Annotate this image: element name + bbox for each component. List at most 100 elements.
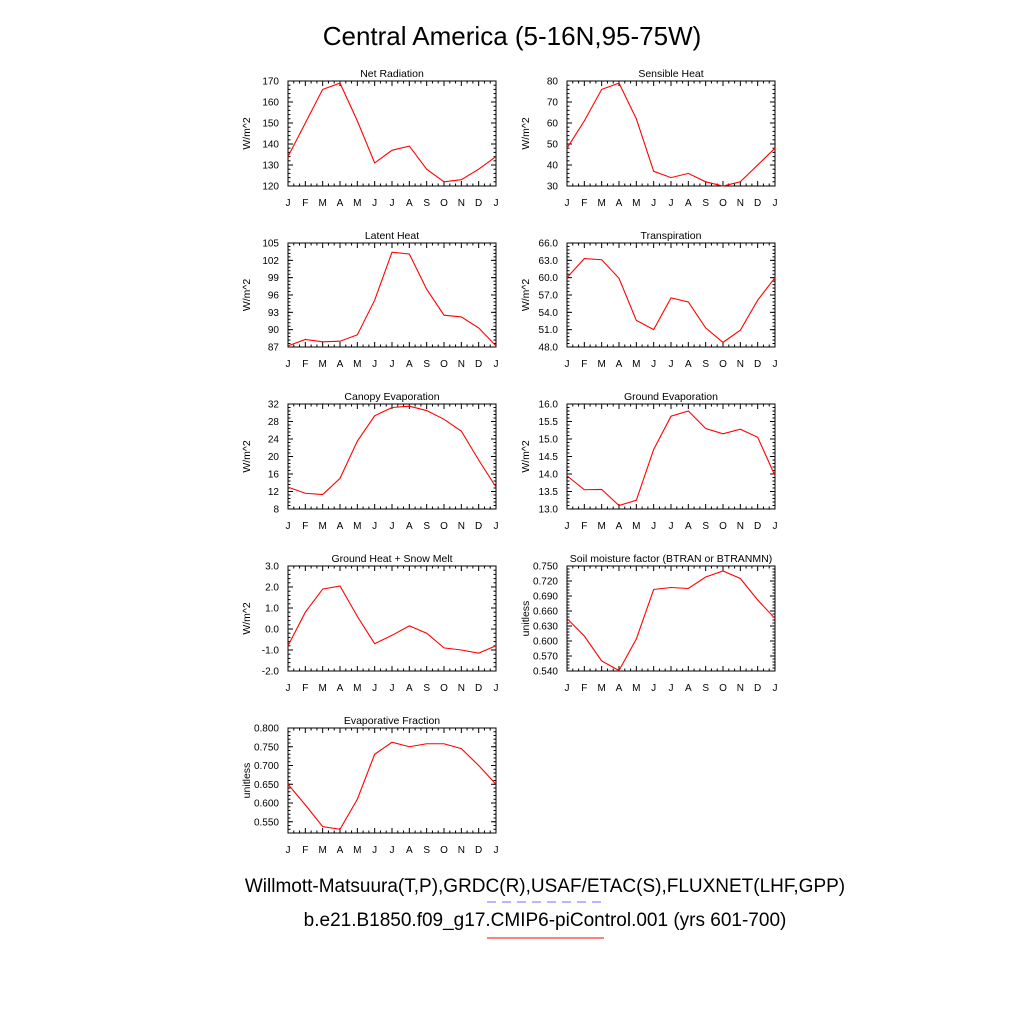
y-tick-label: 90 [268,325,280,336]
x-tick-label: N [458,198,465,209]
y-axis-label: W/m^2 [520,440,532,473]
x-tick-label: J [390,683,395,694]
y-tick-label: 105 [262,239,279,250]
x-tick-label: M [597,521,605,532]
x-tick-label: M [353,198,361,209]
y-tick-label: 0.570 [533,652,558,663]
x-tick-label: J [286,359,291,370]
series-line-model [566,258,776,344]
y-axis-label: W/m^2 [520,117,532,150]
x-tick-label: A [406,198,413,209]
x-tick-label: J [494,845,499,856]
x-tick-label: J [372,521,377,532]
x-tick-label: N [737,521,744,532]
x-tick-label: A [337,198,344,209]
y-tick-label: 87 [268,343,280,354]
x-tick-label: J [651,521,656,532]
y-axis-label: unitless [520,601,532,637]
x-tick-label: J [651,359,656,370]
x-tick-label: A [406,845,413,856]
x-tick-label: S [423,683,430,694]
x-tick-label: A [616,359,623,370]
x-tick-label: A [685,359,692,370]
y-tick-label: 93 [268,308,280,319]
x-tick-label: M [597,198,605,209]
plot-frame [287,403,497,510]
x-tick-label: J [390,845,395,856]
x-tick-label: M [632,198,640,209]
y-tick-label: 0.600 [254,799,279,810]
series-line-model [566,570,776,672]
y-tick-label: 20 [268,452,280,463]
y-axis-label: W/m^2 [520,279,532,312]
x-tick-label: J [494,521,499,532]
y-axis-label: W/m^2 [241,279,253,312]
y-tick-label: 57.0 [539,291,559,302]
x-tick-label: D [475,521,482,532]
x-tick-label: F [302,845,308,856]
x-tick-label: J [773,521,778,532]
y-tick-label: -1.0 [262,646,280,657]
y-tick-label: 14.0 [539,470,559,481]
series-line-model [287,741,497,830]
x-tick-label: M [632,683,640,694]
y-tick-label: 102 [262,256,279,267]
panel-title: Ground Evaporation [624,391,718,403]
x-tick-label: O [440,198,448,209]
panel-title: Canopy Evaporation [344,391,439,403]
x-tick-label: S [423,845,430,856]
x-tick-label: M [632,359,640,370]
y-tick-label: 130 [262,161,279,172]
y-tick-label: 80 [547,77,559,88]
x-tick-label: O [719,521,727,532]
x-tick-label: J [773,359,778,370]
x-tick-label: J [651,683,656,694]
x-tick-label: J [669,521,674,532]
y-tick-label: 63.0 [539,256,559,267]
y-tick-label: 24 [268,435,280,446]
y-tick-label: 15.5 [539,417,559,428]
x-tick-label: A [337,845,344,856]
x-tick-label: J [286,845,291,856]
x-tick-label: O [440,845,448,856]
x-tick-label: S [423,359,430,370]
x-tick-label: M [353,683,361,694]
y-tick-label: 60 [547,119,559,130]
x-tick-label: F [302,359,308,370]
x-tick-label: N [458,683,465,694]
x-tick-label: J [494,359,499,370]
x-tick-label: S [423,198,430,209]
x-tick-label: F [581,683,587,694]
x-tick-label: A [337,683,344,694]
x-tick-label: J [390,521,395,532]
x-tick-label: S [702,683,709,694]
x-tick-label: A [685,683,692,694]
y-tick-label: 0.660 [533,607,558,618]
y-tick-label: 0.690 [533,592,558,603]
x-tick-label: D [475,359,482,370]
y-tick-label: 0.0 [265,625,279,636]
x-tick-label: M [632,521,640,532]
x-tick-label: O [719,359,727,370]
y-axis-label: W/m^2 [241,440,253,473]
y-tick-label: 54.0 [539,308,559,319]
x-tick-label: J [565,521,570,532]
y-tick-label: 150 [262,119,279,130]
panel-title: Transpiration [641,230,702,242]
panel-title: Evaporative Fraction [344,715,440,727]
plot-frame [566,242,776,348]
x-tick-label: O [440,359,448,370]
y-tick-label: 13.5 [539,487,559,498]
x-tick-label: J [669,683,674,694]
y-tick-label: 1.0 [265,604,279,615]
y-tick-label: 120 [262,182,279,193]
y-tick-label: 16.0 [539,400,559,411]
x-tick-label: A [616,683,623,694]
x-tick-label: J [494,683,499,694]
x-tick-label: A [406,521,413,532]
y-tick-label: 48.0 [539,343,559,354]
